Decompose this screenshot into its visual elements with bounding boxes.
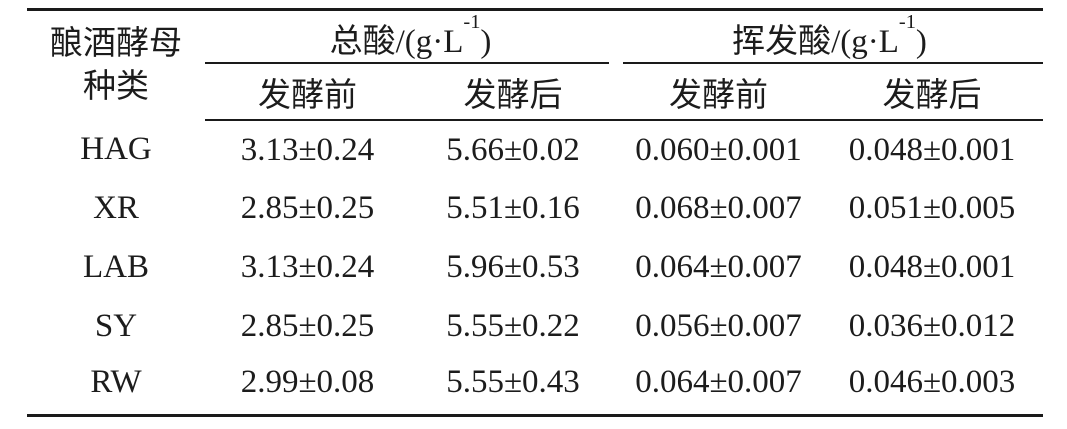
data-cell: 0.060±0.001: [635, 131, 802, 168]
stub-header-line1: 酿酒酵母: [50, 25, 182, 62]
data-cell: 2.85±0.25: [240, 308, 375, 344]
stub-header-line2: 种类: [83, 68, 149, 105]
data-cell: 2.99±0.08: [240, 364, 375, 401]
volatile-acid-unit-close: ): [915, 23, 927, 60]
table-row: SY 2.85±0.25 5.55±0.22 0.056±0.007 0.036…: [27, 297, 1043, 356]
volatile-acid-unit-exponent: -1: [898, 11, 916, 34]
data-cell: 0.048±0.001: [848, 249, 1016, 285]
volatile-acid-label: 挥发酸/(g·L: [732, 23, 899, 60]
subheader-total-pre-fermentation: 发酵前: [205, 64, 410, 121]
sub-header-row: 发酵前 发酵后 发酵前 发酵后: [27, 64, 1043, 121]
group-header-total-acid: 总酸/(g·L-1): [205, 10, 616, 65]
data-cell: 0.056±0.007: [635, 308, 802, 344]
subheader-volatile-post-fermentation: 发酵后: [821, 64, 1043, 121]
subheader-volatile-pre-fermentation: 发酵前: [616, 64, 821, 121]
data-cell: 0.064±0.007: [635, 249, 802, 285]
row-label: RW: [90, 364, 142, 401]
stub-header-yeast-species: 酿酒酵母 种类: [27, 10, 205, 121]
table-row: LAB 3.13±0.24 5.96±0.53 0.064±0.007 0.04…: [27, 238, 1043, 297]
data-cell: 0.036±0.012: [848, 308, 1016, 344]
data-cell: 0.068±0.007: [635, 190, 802, 226]
total-acid-label: 总酸/(g·L: [329, 23, 464, 60]
row-label: XR: [93, 190, 139, 226]
data-cell: 0.046±0.003: [848, 364, 1016, 401]
table-row: HAG 3.13±0.24 5.66±0.02 0.060±0.001 0.04…: [27, 120, 1043, 179]
data-cell: 0.048±0.001: [848, 131, 1016, 168]
total-acid-unit-exponent: -1: [463, 11, 481, 34]
acidity-table: 酿酒酵母 种类 总酸/(g·L-1) 挥发酸/(g·L-1) 发酵前 发酵后 发…: [27, 8, 1043, 417]
table-row: RW 2.99±0.08 5.55±0.43 0.064±0.007 0.046…: [27, 356, 1043, 415]
row-label: HAG: [80, 131, 152, 167]
data-cell: 5.96±0.53: [446, 249, 580, 285]
row-label: SY: [94, 308, 138, 344]
table-row: XR 2.85±0.25 5.51±0.16 0.068±0.007 0.051…: [27, 179, 1043, 238]
total-acid-unit-close: ): [480, 23, 492, 60]
data-cell: 2.85±0.25: [240, 190, 375, 226]
group-header-row: 酿酒酵母 种类 总酸/(g·L-1) 挥发酸/(g·L-1): [27, 10, 1043, 105]
data-cell: 3.13±0.24: [240, 249, 375, 285]
data-cell: 5.66±0.02: [446, 131, 580, 168]
data-cell: 0.064±0.007: [635, 364, 802, 401]
row-label: LAB: [83, 249, 149, 285]
data-cell: 3.13±0.24: [240, 131, 375, 168]
group-header-volatile-acid: 挥发酸/(g·L-1): [616, 10, 1043, 65]
data-cell: 5.55±0.22: [446, 308, 580, 344]
data-cell: 5.51±0.16: [446, 190, 580, 226]
data-cell: 0.051±0.005: [848, 190, 1016, 226]
subheader-total-post-fermentation: 发酵后: [410, 64, 616, 121]
data-cell: 5.55±0.43: [446, 364, 580, 401]
